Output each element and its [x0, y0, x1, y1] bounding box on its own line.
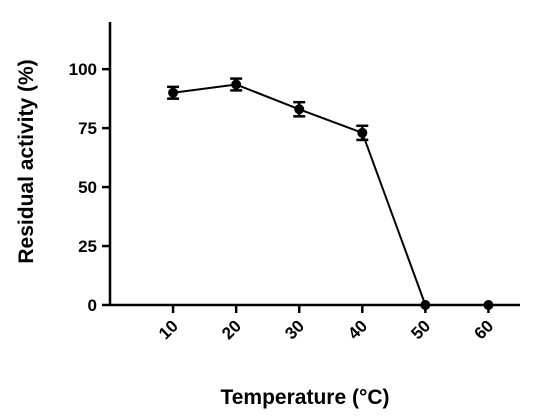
series-line	[172, 83, 489, 306]
data-point	[231, 79, 242, 90]
y-tick-label: 75	[78, 119, 97, 138]
x-tick-label: 60	[470, 316, 497, 343]
data-point	[420, 300, 431, 310]
y-tick-label: 0	[88, 296, 97, 315]
y-axis-ticks: 0 25 50 75 100	[69, 60, 110, 315]
data-point	[357, 127, 368, 138]
x-axis-ticks: 10 20 30 40 50 60	[155, 305, 497, 343]
x-tick-label: 30	[281, 316, 308, 343]
data-point	[294, 104, 305, 115]
y-tick-label: 100	[69, 60, 97, 79]
y-tick-label: 25	[78, 237, 97, 256]
x-tick-label: 20	[218, 316, 245, 343]
series-layer	[167, 77, 494, 310]
data-point	[168, 87, 179, 98]
x-tick-label: 50	[407, 316, 434, 343]
axes	[108, 22, 520, 307]
y-tick-label: 50	[78, 178, 97, 197]
x-tick-label: 40	[344, 316, 371, 343]
x-axis-title: Temperature (°C)	[220, 386, 389, 409]
x-tick-label: 10	[155, 316, 182, 343]
y-axis-title: Residual activity (%)	[15, 59, 38, 263]
data-point	[483, 300, 494, 310]
